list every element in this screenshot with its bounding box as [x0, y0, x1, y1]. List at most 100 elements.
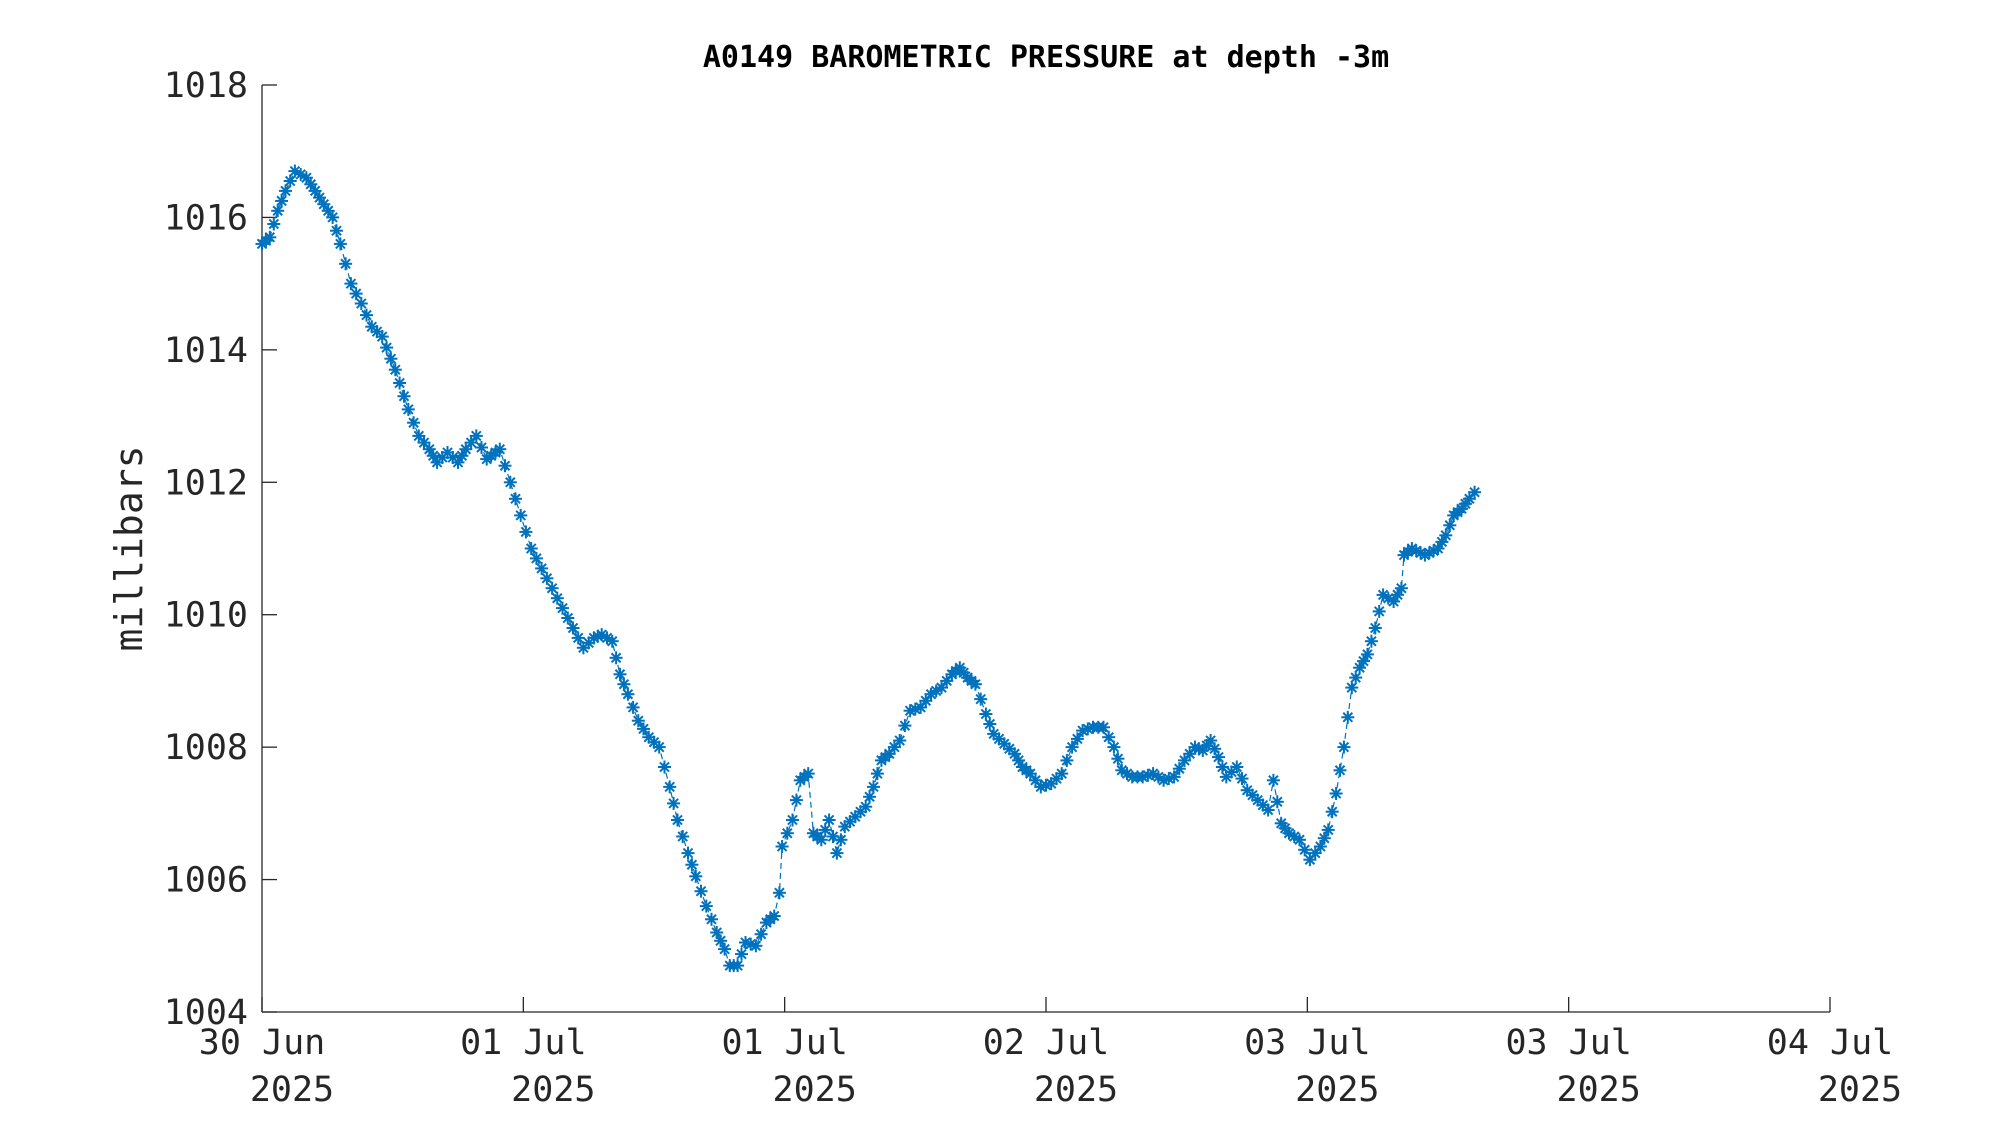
data-point — [859, 800, 873, 814]
data-point — [535, 561, 549, 575]
y-tick-label: 1016 — [164, 198, 248, 238]
data-point — [870, 767, 884, 781]
data-point — [545, 581, 559, 595]
data-point — [801, 767, 815, 781]
data-point — [571, 631, 585, 645]
data-point — [613, 667, 627, 681]
x-tick-label: 04 Jul — [1767, 1023, 1893, 1063]
data-point — [789, 793, 803, 807]
data-point — [1070, 732, 1084, 746]
data-point — [469, 429, 483, 443]
data-point — [1364, 634, 1378, 648]
data-point — [550, 591, 564, 605]
data-point — [375, 330, 389, 344]
x-tick-label-year: 2025 — [511, 1070, 595, 1110]
data-point — [407, 416, 421, 430]
data-point — [1468, 485, 1482, 499]
data-point — [681, 846, 695, 860]
x-tick-label: 02 Jul — [983, 1023, 1109, 1063]
chart-title: A0149 BAROMETRIC PRESSURE at depth -3m — [703, 40, 1389, 75]
y-tick-label: 1010 — [164, 596, 248, 636]
data-point — [705, 912, 718, 926]
data-point — [1235, 772, 1249, 786]
data-point — [267, 217, 281, 231]
data-point — [893, 734, 907, 747]
y-tick-label: 1014 — [164, 331, 248, 371]
data-point — [263, 230, 277, 244]
x-tick-label-year: 2025 — [1295, 1070, 1379, 1110]
data-point — [275, 194, 289, 208]
data-point — [1368, 621, 1382, 635]
data-point — [1372, 604, 1386, 618]
data-point — [1023, 767, 1037, 781]
data-point — [1329, 787, 1343, 800]
data-point — [974, 692, 988, 706]
data-point — [685, 858, 699, 872]
data-point — [1337, 740, 1351, 754]
data-point — [412, 429, 426, 443]
data-point — [360, 308, 373, 322]
data-point — [863, 790, 877, 804]
data-point — [388, 363, 402, 377]
data-point — [333, 237, 347, 251]
data-point — [772, 886, 786, 900]
data-point — [617, 677, 631, 691]
data-point — [279, 184, 292, 198]
data-point — [1034, 780, 1048, 794]
data-point — [401, 402, 415, 416]
data-point — [540, 571, 554, 585]
data-point — [1333, 763, 1347, 777]
data-point — [503, 475, 517, 489]
data-point — [271, 204, 285, 218]
data-point — [1215, 760, 1229, 774]
data-point — [1230, 760, 1244, 774]
data-point — [1308, 846, 1322, 860]
series-line — [261, 170, 1476, 967]
data-point — [1325, 805, 1339, 819]
data-point — [1107, 740, 1121, 754]
data-point — [735, 947, 748, 961]
data-point — [699, 899, 713, 913]
data-point — [313, 191, 326, 205]
data-point — [1341, 710, 1355, 724]
data-point — [749, 939, 763, 953]
data-point — [529, 551, 543, 565]
data-point — [283, 174, 297, 188]
data-point — [1360, 647, 1374, 661]
data-point — [775, 840, 789, 853]
data-point — [498, 459, 512, 473]
data-point — [786, 813, 799, 827]
data-point — [652, 740, 666, 754]
x-tick-label-year: 2025 — [250, 1070, 334, 1110]
data-point — [1293, 833, 1306, 847]
data-point — [308, 184, 322, 198]
data-point — [898, 719, 912, 733]
data-point — [349, 287, 363, 301]
x-tick-label: 03 Jul — [1244, 1023, 1370, 1063]
data-point — [637, 722, 650, 736]
data-point — [344, 277, 358, 291]
data-point — [867, 780, 880, 794]
data-point — [1349, 671, 1363, 685]
data-point — [605, 634, 619, 648]
data-point — [464, 436, 478, 450]
x-tick-label: 01 Jul — [721, 1023, 847, 1063]
data-point — [621, 687, 635, 701]
data-point — [694, 884, 708, 898]
data-point — [393, 376, 407, 390]
data-point — [561, 611, 575, 625]
y-tick-label: 1004 — [164, 993, 248, 1033]
data-point — [754, 927, 768, 941]
data-point — [493, 442, 507, 456]
data-point — [834, 833, 848, 847]
data-point — [1261, 803, 1275, 817]
data-point — [1394, 581, 1408, 595]
data-point — [459, 442, 473, 456]
data-point — [658, 760, 671, 774]
data-point — [566, 621, 580, 635]
data-point — [1212, 750, 1225, 764]
data-point — [1443, 518, 1457, 532]
x-tick-label-year: 2025 — [1818, 1070, 1902, 1110]
